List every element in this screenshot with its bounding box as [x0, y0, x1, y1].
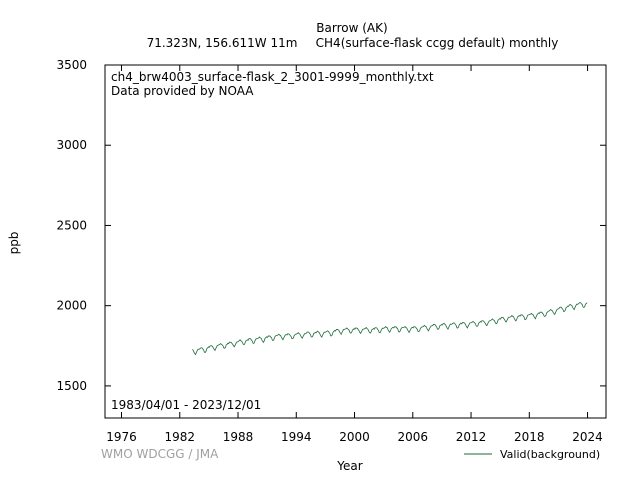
ch4-series-line: [192, 302, 588, 356]
x-tick-label: 1988: [223, 430, 254, 444]
data-provider: Data provided by NOAA: [111, 84, 254, 98]
parameter-title: CH4(surface-flask ccgg default) monthly: [316, 36, 559, 50]
x-tick-label: 2012: [456, 430, 487, 444]
y-tick-label: 3500: [56, 58, 87, 72]
y-axis-label: ppb: [7, 232, 21, 255]
y-axis-ticks: 1500 2000 2500 3000 3500: [56, 58, 606, 393]
date-range: 1983/04/01 - 2023/12/01: [111, 398, 261, 412]
y-tick-label: 2500: [56, 218, 87, 232]
x-axis-ticks: 1976 1982 1988 1994 2000 2006 2012 2018 2024: [106, 65, 603, 444]
x-tick-label: 2024: [572, 430, 603, 444]
x-axis-label: Year: [336, 459, 362, 473]
station-title: Barrow (AK): [316, 21, 387, 35]
x-tick-label: 2006: [398, 430, 429, 444]
x-tick-label: 2000: [339, 430, 370, 444]
y-tick-label: 2000: [56, 299, 87, 313]
plot-frame: [104, 64, 607, 419]
station-location: 71.323N, 156.611W 11m: [147, 36, 298, 50]
x-tick-label: 2018: [514, 430, 545, 444]
x-tick-label: 1982: [164, 430, 195, 444]
y-tick-label: 1500: [56, 379, 87, 393]
legend-label: Valid(background): [500, 448, 600, 461]
x-tick-label: 1976: [106, 430, 137, 444]
x-tick-label: 1994: [281, 430, 312, 444]
credit-text: WMO WDCGG / JMA: [101, 447, 219, 461]
y-tick-label: 3000: [56, 138, 87, 152]
data-filename: ch4_brw4003_surface-flask_2_3001-9999_mo…: [111, 70, 434, 84]
